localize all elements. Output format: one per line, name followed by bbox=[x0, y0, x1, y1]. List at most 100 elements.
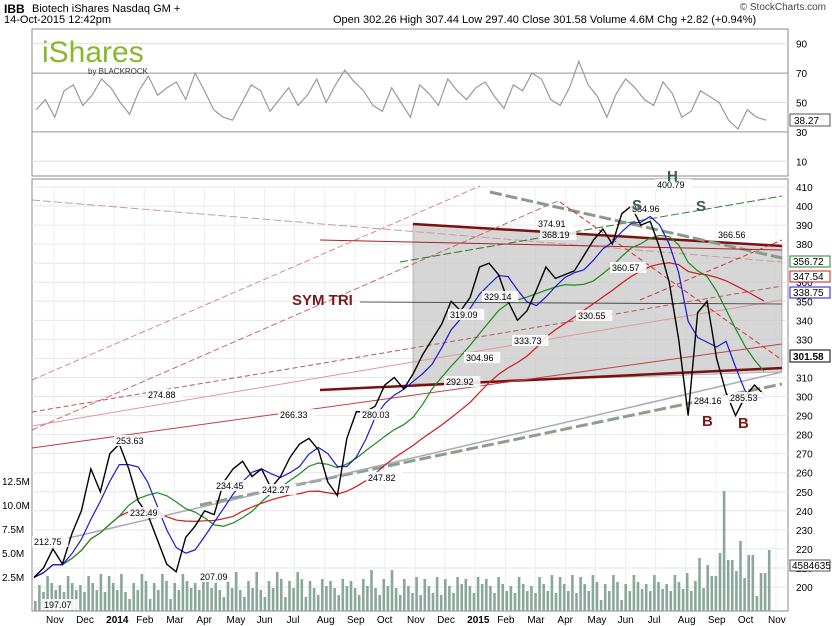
x-tick-label: Jun bbox=[618, 615, 634, 626]
volume-bar bbox=[485, 579, 488, 611]
price-label-bg bbox=[464, 352, 501, 363]
volume-bar bbox=[554, 593, 558, 611]
quote-datetime: 14-Oct-2015 12:42pm bbox=[4, 14, 112, 26]
volume-bar bbox=[185, 581, 189, 611]
ma-mid-tag-box bbox=[789, 255, 831, 268]
price-label-bg bbox=[655, 179, 692, 190]
price-y-tick-label: 250 bbox=[796, 488, 813, 499]
volume-bar bbox=[550, 575, 554, 611]
x-tick-label: Aug bbox=[678, 615, 696, 626]
price-label-bg bbox=[630, 203, 667, 214]
price-y-tick-label: 290 bbox=[796, 412, 813, 423]
volume-bar bbox=[243, 597, 246, 611]
volume-bar bbox=[87, 576, 90, 611]
volume-bar bbox=[251, 588, 254, 611]
volume-bar bbox=[546, 591, 550, 611]
volume-bar bbox=[116, 590, 119, 611]
price-y-tick-label: 400 bbox=[796, 202, 813, 213]
volume-bar bbox=[230, 588, 234, 611]
ma-short-tag: 338.75 bbox=[793, 288, 824, 299]
fan-line bbox=[639, 239, 783, 301]
volume-bar bbox=[259, 590, 263, 611]
volume-bar bbox=[333, 588, 336, 611]
volume-bar bbox=[136, 590, 140, 611]
volume-bar bbox=[476, 577, 480, 611]
price-y-tick-label: 200 bbox=[796, 583, 813, 594]
x-tick-label: Nov bbox=[407, 615, 425, 626]
volume-bar bbox=[255, 572, 258, 611]
volume-bar bbox=[79, 585, 82, 611]
price-y-tick-label: 270 bbox=[796, 450, 813, 461]
indicator-y-tick-label: 90 bbox=[796, 40, 808, 51]
annotation-left-shoulder: S bbox=[632, 197, 642, 214]
price-label: 274.88 bbox=[148, 390, 176, 400]
indicator-last-value: 38.27 bbox=[794, 116, 819, 127]
volume-bar bbox=[370, 570, 373, 611]
volume-bar bbox=[452, 593, 455, 611]
volume-bar bbox=[226, 581, 230, 611]
price-label: 247.82 bbox=[368, 473, 396, 483]
volume-bar bbox=[587, 591, 591, 611]
volume-bar bbox=[603, 584, 607, 611]
volume-bar bbox=[493, 593, 496, 611]
volume-bar bbox=[234, 572, 238, 611]
volume-bar bbox=[517, 577, 521, 611]
volume-bar bbox=[759, 573, 763, 611]
volume-bar bbox=[198, 590, 201, 611]
volume-bar bbox=[616, 582, 619, 611]
volume-bar bbox=[316, 595, 320, 611]
indicator-y-ticks: 10 30 50 70 90 bbox=[796, 40, 808, 169]
volume-bar bbox=[714, 576, 718, 611]
volume-bar bbox=[181, 574, 185, 611]
volume-bar bbox=[685, 573, 689, 611]
volume-bar bbox=[513, 593, 517, 611]
volume-bar bbox=[419, 595, 422, 611]
volume-bar bbox=[767, 550, 771, 611]
volume-bar bbox=[132, 583, 135, 611]
volume-bar bbox=[583, 584, 586, 611]
volume-bar bbox=[505, 591, 509, 611]
volume-bar bbox=[501, 584, 504, 611]
volume-bar bbox=[702, 588, 705, 611]
volume-bar bbox=[567, 591, 570, 611]
volume-bar bbox=[735, 571, 738, 611]
volume-bar bbox=[280, 579, 283, 611]
fan-line bbox=[31, 343, 783, 449]
volume-bar bbox=[165, 581, 168, 611]
price-label-bg bbox=[278, 409, 315, 420]
volume-bar bbox=[95, 590, 99, 611]
volume-bar bbox=[304, 597, 308, 611]
volume-bar bbox=[193, 583, 197, 611]
volume-bar bbox=[509, 586, 513, 611]
price-label: 319.09 bbox=[450, 310, 478, 320]
volume-bar bbox=[107, 576, 111, 611]
volume-bar bbox=[214, 583, 217, 611]
volume-bar bbox=[423, 579, 427, 611]
x-tick-label: Apr bbox=[557, 615, 573, 626]
volume-bar bbox=[321, 579, 324, 611]
price-label-bg bbox=[128, 507, 165, 518]
volume-bar bbox=[239, 590, 242, 611]
volume-bar bbox=[362, 579, 365, 611]
price-label-bg bbox=[728, 392, 765, 403]
volume-bar bbox=[124, 592, 127, 611]
x-tick-label: 2015 bbox=[467, 615, 490, 626]
ma-long-tag: 347.54 bbox=[793, 272, 824, 283]
volume-bar bbox=[403, 579, 406, 611]
volume-bar bbox=[657, 582, 660, 611]
volume-bar bbox=[99, 574, 103, 611]
x-tick-label: Oct bbox=[377, 615, 393, 626]
x-tick-label: 2014 bbox=[106, 615, 129, 626]
volume-bar bbox=[173, 583, 176, 611]
right-value-tags: 356.72 347.54 338.75 301.58 4584635 bbox=[789, 255, 831, 572]
volume-bar bbox=[382, 579, 386, 611]
volume-bar bbox=[263, 597, 267, 611]
volume-bar bbox=[312, 588, 316, 611]
volume-bar bbox=[591, 575, 595, 611]
x-axis-ticks: Nov Dec 2014 Feb Mar Apr May Jun Jul Aug Sep Oct Nov… bbox=[46, 615, 786, 626]
x-tick-label: Nov bbox=[768, 615, 786, 626]
volume-bar bbox=[439, 595, 443, 611]
volume-bar bbox=[489, 586, 492, 611]
volume-bar bbox=[161, 574, 164, 611]
x-tick-label: Mar bbox=[527, 615, 545, 626]
